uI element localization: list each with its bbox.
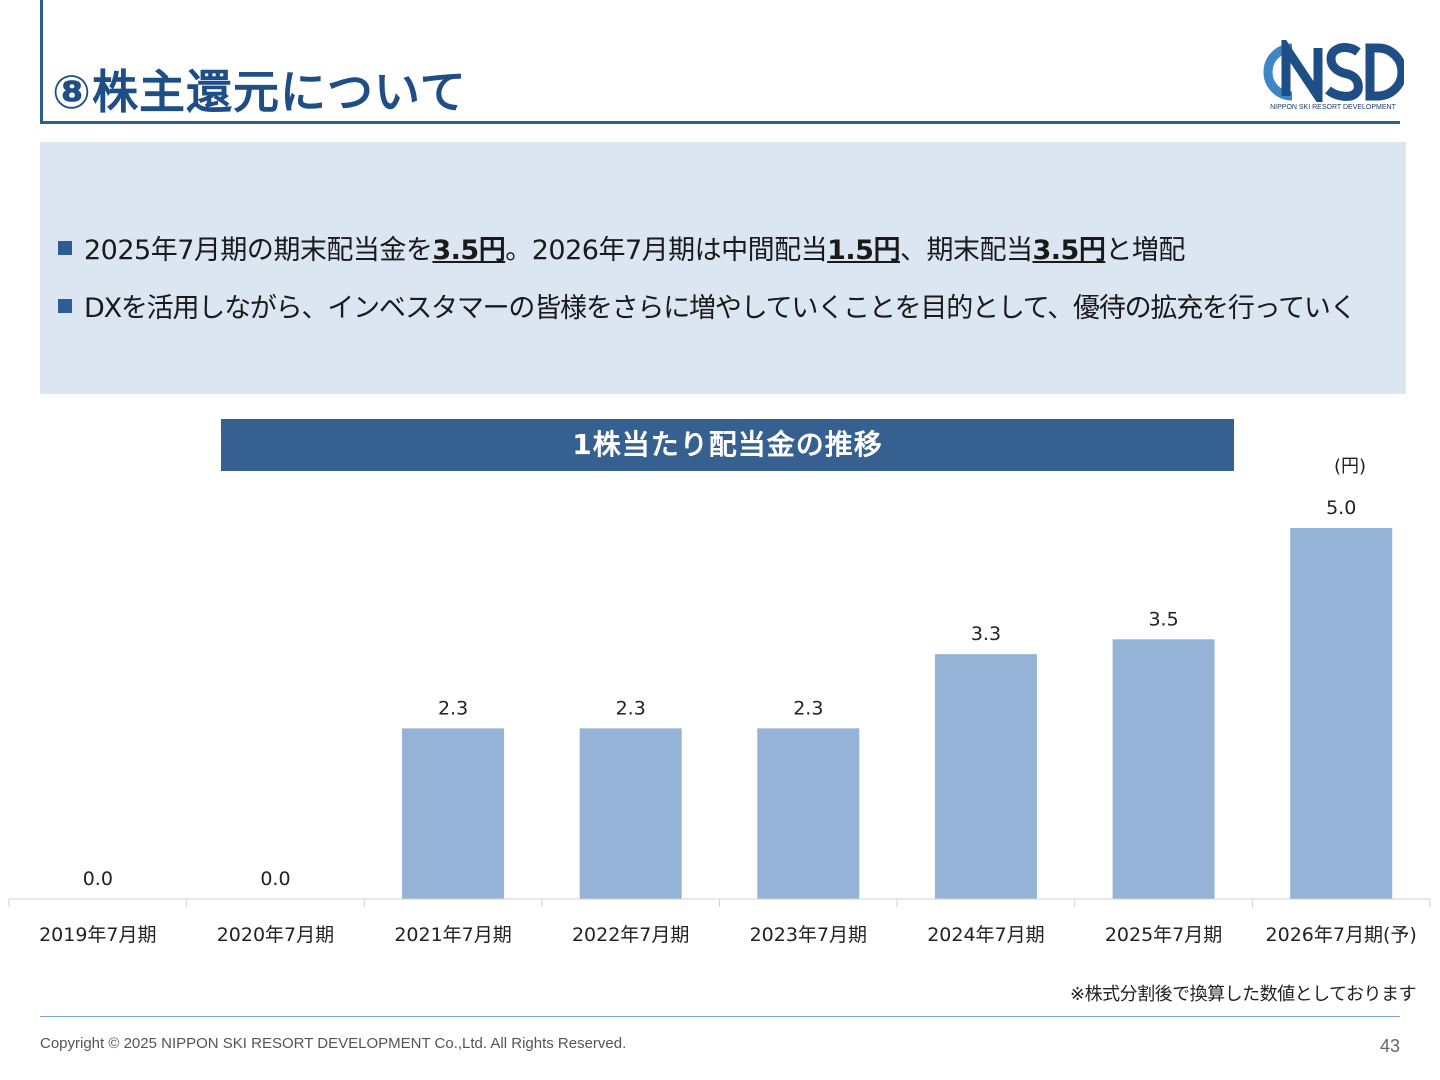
category-label-6: 2024年7月期 — [927, 924, 1044, 946]
summary-bullet-dividend: 2025年7月期の期末配当金を3.5円。2026年7月期は中間配当1.5円、期末… — [58, 228, 1185, 267]
data-label-7: 3.5 — [1148, 608, 1178, 630]
chart-unit-label: (円) — [1334, 456, 1367, 477]
bars-layer: 0.0 2019年7月期 0.0 2020年7月期 2.3 2021年7月期 2.3 2022… — [39, 497, 1417, 946]
bar-8 — [1290, 528, 1393, 899]
bullet1-emphasis-2: 1.5円 — [827, 235, 900, 266]
bullet1-emphasis-3: 3.5円 — [1032, 235, 1106, 266]
category-label-8: 2026年7月期(予) — [1266, 924, 1417, 946]
data-label-3: 2.3 — [438, 697, 468, 719]
bar-7 — [1112, 639, 1215, 899]
dividend-bar-chart: 0.0 2019年7月期 0.0 2020年7月期 2.3 2021年7月期 2.3 2022… — [8, 497, 1431, 946]
category-label-2: 2020年7月期 — [217, 924, 334, 946]
title-underline — [40, 121, 1400, 124]
bar-5 — [757, 728, 860, 899]
category-label-5: 2023年7月期 — [750, 924, 867, 946]
slide-title: ⑧株主還元について — [52, 65, 467, 119]
data-label-5: 2.3 — [793, 697, 823, 719]
data-label-1: 0.0 — [83, 868, 113, 890]
category-label-3: 2021年7月期 — [394, 924, 511, 946]
data-label-4: 2.3 — [616, 697, 646, 719]
category-label-7: 2025年7月期 — [1105, 924, 1222, 946]
category-label-4: 2022年7月期 — [572, 924, 689, 946]
title-accent-bar — [40, 0, 43, 124]
logo-subtitle: NIPPON SKI RESORT DEVELOPMENT — [1270, 104, 1396, 111]
bullet1-text-2: 。2026年7月期は中間配当 — [505, 235, 828, 266]
bullet-square-icon — [58, 241, 72, 255]
bullet1-text-4: と増配 — [1105, 235, 1185, 266]
bullet1-emphasis-1: 3.5円 — [432, 235, 506, 266]
data-label-2: 0.0 — [260, 868, 290, 890]
footer-divider — [40, 1016, 1400, 1017]
bullet2-text: DXを活用しながら、インベスタマーの皆様をさらに増やしていくことを目的として、優… — [84, 293, 1357, 324]
data-label-6: 3.3 — [971, 623, 1001, 645]
category-label-1: 2019年7月期 — [39, 924, 156, 946]
bullet1-text-3: 、期末配当 — [899, 235, 1033, 266]
bar-3 — [402, 728, 505, 899]
copyright-text: Copyright © 2025 NIPPON SKI RESORT DEVEL… — [40, 1035, 627, 1052]
summary-bullet-benefits: DXを活用しながら、インベスタマーの皆様をさらに増やしていくことを目的として、優… — [58, 286, 1357, 325]
bar-4 — [579, 728, 682, 899]
nsd-logo-icon — [1263, 40, 1404, 102]
bullet1-text-1: 2025年7月期の期末配当金を — [84, 235, 433, 266]
chart-title-banner: 1株当たり配当金の推移 — [221, 419, 1234, 471]
bullet-square-icon — [58, 299, 72, 313]
summary-box: 2025年7月期の期末配当金を3.5円。2026年7月期は中間配当1.5円、期末… — [40, 142, 1406, 394]
bar-6 — [934, 654, 1037, 899]
company-logo: NIPPON SKI RESORT DEVELOPMENT — [1262, 40, 1404, 120]
page-number: 43 — [1379, 1036, 1400, 1056]
chart-footnote: ※株式分割後で換算した数値としております — [1070, 984, 1417, 1005]
data-label-8: 5.0 — [1326, 497, 1356, 519]
